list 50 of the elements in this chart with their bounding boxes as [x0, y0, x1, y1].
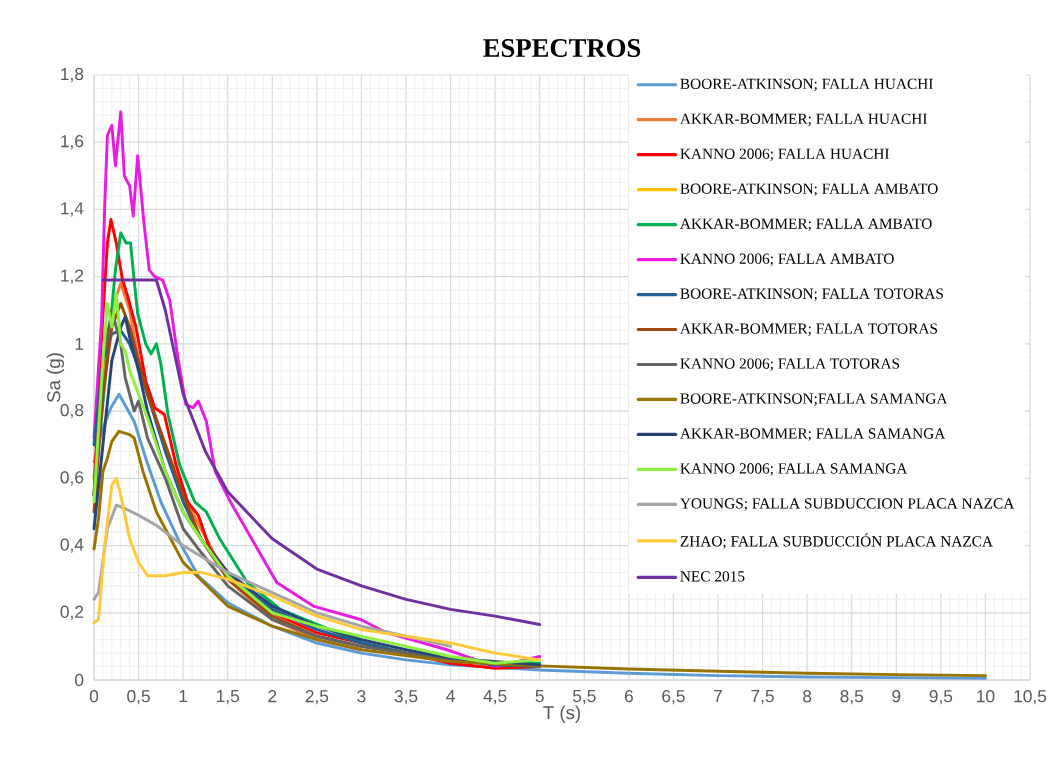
y-axis-title: Sa (g) [46, 353, 65, 403]
x-tick-label: 10,5 [1014, 690, 1047, 705]
legend-label: BOORE-ATKINSON;FALLA SAMANGA [680, 393, 948, 406]
legend-label: ZHAO; FALLA SUBDUCCIÓN PLACA NAZCA [680, 533, 993, 549]
legend-label: KANNO 2006; FALLA TOTORAS [680, 358, 900, 371]
x-tick-label: 6 [624, 690, 633, 703]
y-tick-label: 0,2 [60, 605, 84, 620]
y-tick-label: 1,2 [61, 269, 84, 284]
legend-label: BOORE-ATKINSON; FALLA TOTORAS [680, 288, 943, 301]
legend-label: NEC 2015 [680, 571, 745, 582]
x-tick-label: 7,5 [751, 690, 774, 705]
x-tick-label: 0 [89, 690, 99, 703]
legend-label: AKKAR-BOMMER; FALLA HUACHI [680, 113, 927, 127]
x-tick-label: 2,5 [305, 690, 329, 705]
y-tick-label: 0,6 [60, 471, 84, 486]
legend-label: KANNO 2006; FALLA HUACHI [680, 148, 889, 162]
legend-label: AKKAR-BOMMER; FALLA SAMANGA [680, 428, 946, 441]
x-axis-title: T (s) [543, 705, 581, 723]
x-tick-label: 5,5 [572, 690, 596, 705]
y-tick-label: 1,6 [61, 135, 84, 150]
x-tick-label: 1,5 [216, 690, 240, 705]
x-tick-label: 2 [268, 690, 277, 703]
x-tick-label: 8,5 [840, 690, 864, 705]
y-tick-label: 1,4 [61, 202, 84, 217]
x-tick-label: 4,5 [483, 690, 507, 705]
x-tick-label: 3,5 [394, 690, 418, 705]
x-tick-label: 6,5 [662, 690, 685, 705]
x-tick-label: 7 [714, 690, 722, 702]
legend-label: AKKAR-BOMMER; FALLA TOTORAS [680, 323, 938, 336]
x-tick-label: 5 [535, 690, 544, 703]
chart-title: ESPECTROS [483, 39, 641, 57]
x-tick-label: 1 [179, 690, 188, 702]
legend-label: BOORE-ATKINSON; FALLA HUACHI [680, 78, 933, 92]
x-tick-label: 3 [357, 690, 366, 703]
legend-label: KANNO 2006; FALLA SAMANGA [680, 463, 908, 476]
y-tick-label: 0,4 [60, 538, 84, 553]
x-tick-label: 8 [803, 690, 812, 703]
y-tick-label: 0,8 [60, 403, 84, 419]
y-tick-label: 1,8 [61, 67, 84, 83]
legend-label: BOORE-ATKINSON; FALLA AMBATO [680, 183, 938, 197]
x-tick-label: 9 [892, 690, 901, 703]
y-tick-label: 0 [74, 673, 84, 687]
x-tick-label: 10 [977, 690, 995, 703]
x-tick-label: 9,5 [929, 690, 953, 705]
y-tick-label: 1 [75, 337, 84, 350]
legend-label: KANNO 2006; FALLA AMBATO [680, 253, 894, 267]
x-tick-label: 0,5 [127, 690, 150, 705]
x-tick-label: 4 [446, 690, 455, 702]
legend-label: AKKAR-BOMMER; FALLA AMBATO [680, 218, 932, 232]
legend-label: YOUNGS; FALLA SUBDUCCION PLACA NAZCA [680, 498, 1015, 511]
